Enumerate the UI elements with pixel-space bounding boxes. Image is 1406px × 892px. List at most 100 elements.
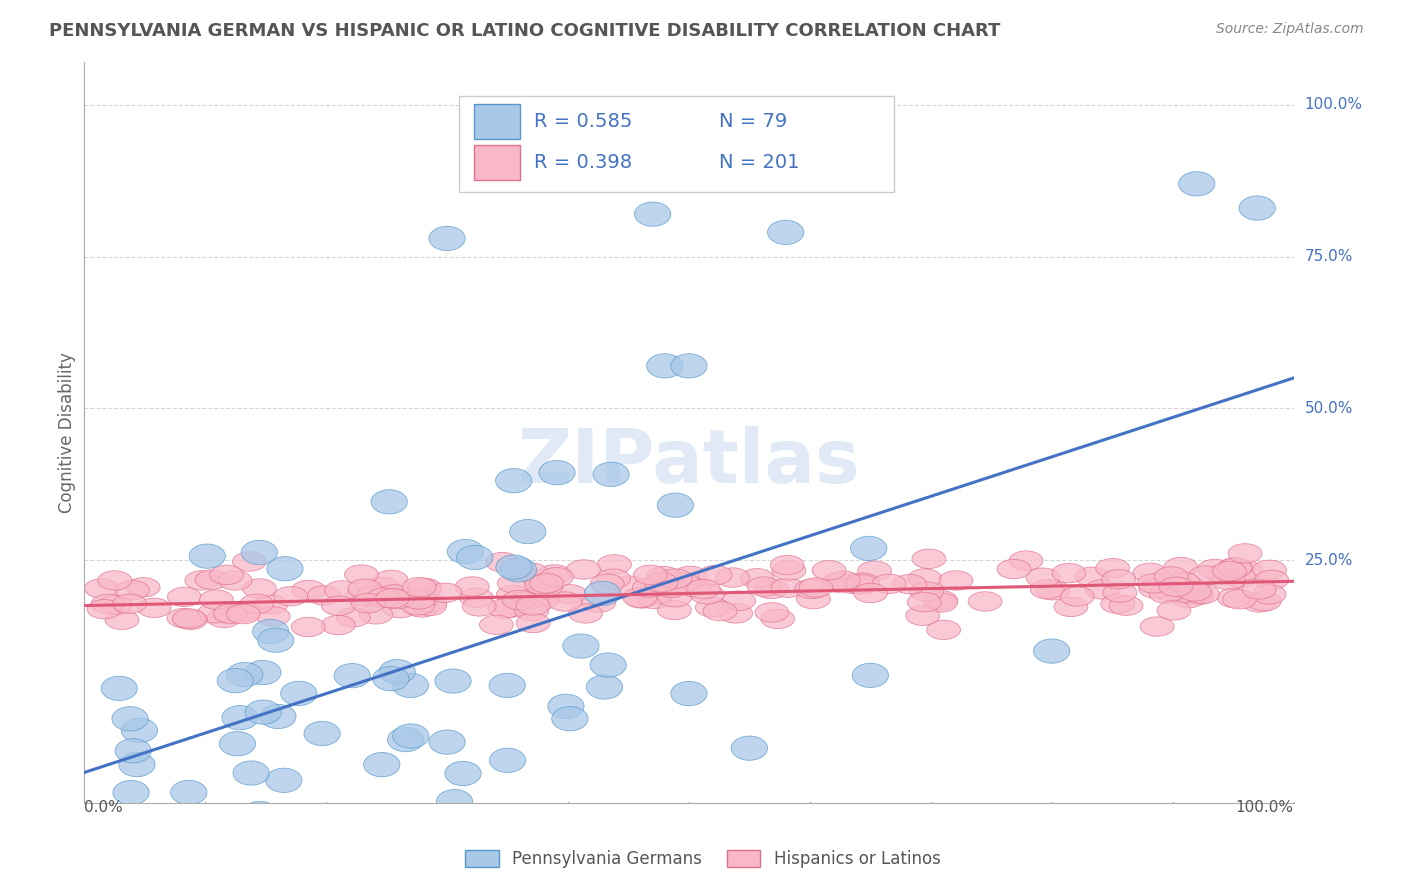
Ellipse shape (184, 571, 219, 591)
Ellipse shape (382, 599, 418, 618)
Ellipse shape (291, 617, 325, 637)
Ellipse shape (794, 579, 828, 599)
Ellipse shape (501, 558, 537, 582)
Ellipse shape (260, 705, 297, 729)
Ellipse shape (494, 598, 527, 617)
Ellipse shape (392, 724, 429, 748)
Ellipse shape (598, 555, 631, 574)
Ellipse shape (245, 660, 281, 685)
FancyBboxPatch shape (460, 95, 894, 192)
Ellipse shape (530, 574, 564, 593)
Ellipse shape (378, 584, 412, 604)
Ellipse shape (568, 604, 603, 624)
Ellipse shape (257, 628, 294, 652)
Ellipse shape (537, 565, 571, 584)
Ellipse shape (1140, 617, 1174, 636)
Ellipse shape (526, 590, 560, 609)
Ellipse shape (835, 574, 869, 593)
Ellipse shape (673, 566, 707, 585)
Ellipse shape (699, 566, 733, 585)
Ellipse shape (1188, 566, 1223, 585)
Ellipse shape (322, 615, 356, 635)
Ellipse shape (1247, 591, 1281, 611)
Ellipse shape (112, 780, 149, 805)
Ellipse shape (596, 569, 630, 589)
Ellipse shape (242, 579, 277, 599)
Text: 75.0%: 75.0% (1305, 249, 1353, 264)
Ellipse shape (844, 574, 877, 594)
Ellipse shape (200, 590, 233, 609)
Ellipse shape (799, 578, 832, 598)
Ellipse shape (1010, 551, 1043, 570)
Ellipse shape (585, 582, 620, 606)
Ellipse shape (375, 589, 409, 608)
Ellipse shape (768, 220, 804, 244)
Ellipse shape (208, 812, 245, 836)
Ellipse shape (489, 748, 526, 772)
Ellipse shape (858, 561, 891, 581)
Ellipse shape (1218, 558, 1251, 577)
Ellipse shape (939, 571, 973, 591)
Ellipse shape (1227, 543, 1263, 563)
Text: R = 0.585: R = 0.585 (534, 112, 633, 131)
Ellipse shape (364, 753, 399, 777)
Ellipse shape (226, 605, 260, 624)
Ellipse shape (997, 559, 1031, 579)
Ellipse shape (402, 577, 436, 597)
Text: 100.0%: 100.0% (1236, 800, 1294, 814)
Ellipse shape (696, 598, 730, 617)
Ellipse shape (429, 730, 465, 755)
Ellipse shape (540, 567, 574, 587)
Ellipse shape (852, 664, 889, 688)
Ellipse shape (1060, 587, 1094, 607)
Ellipse shape (245, 700, 281, 724)
Ellipse shape (1157, 600, 1191, 620)
Ellipse shape (761, 609, 794, 629)
Ellipse shape (548, 694, 583, 718)
Ellipse shape (98, 571, 132, 591)
Ellipse shape (772, 561, 806, 580)
Ellipse shape (380, 590, 415, 608)
Ellipse shape (402, 590, 436, 609)
Ellipse shape (969, 591, 1002, 611)
Ellipse shape (770, 578, 804, 598)
Text: N = 201: N = 201 (720, 153, 800, 172)
Ellipse shape (197, 604, 231, 623)
Ellipse shape (190, 544, 225, 568)
Ellipse shape (346, 586, 380, 606)
Ellipse shape (167, 587, 201, 607)
Ellipse shape (637, 590, 672, 608)
Ellipse shape (508, 591, 541, 610)
Ellipse shape (374, 570, 408, 590)
Ellipse shape (678, 577, 711, 597)
Ellipse shape (912, 549, 946, 568)
Ellipse shape (373, 666, 409, 690)
Ellipse shape (1178, 584, 1212, 604)
Ellipse shape (274, 587, 308, 606)
Ellipse shape (405, 589, 439, 608)
Ellipse shape (747, 577, 782, 596)
Ellipse shape (813, 560, 846, 580)
Ellipse shape (529, 577, 562, 597)
Ellipse shape (366, 577, 399, 597)
Ellipse shape (371, 490, 408, 514)
Ellipse shape (167, 608, 201, 628)
Ellipse shape (755, 603, 789, 622)
Ellipse shape (222, 706, 259, 730)
Ellipse shape (406, 579, 440, 599)
Ellipse shape (872, 574, 905, 593)
Ellipse shape (388, 728, 423, 752)
Ellipse shape (173, 610, 208, 630)
Ellipse shape (232, 552, 266, 571)
Ellipse shape (308, 586, 342, 605)
Ellipse shape (226, 602, 260, 622)
Ellipse shape (538, 460, 575, 484)
Ellipse shape (927, 620, 960, 640)
Ellipse shape (1254, 570, 1289, 590)
Ellipse shape (703, 601, 737, 621)
Ellipse shape (1159, 577, 1192, 597)
Ellipse shape (256, 607, 290, 626)
Ellipse shape (212, 605, 246, 624)
Text: R = 0.398: R = 0.398 (534, 153, 633, 172)
Ellipse shape (479, 615, 513, 634)
